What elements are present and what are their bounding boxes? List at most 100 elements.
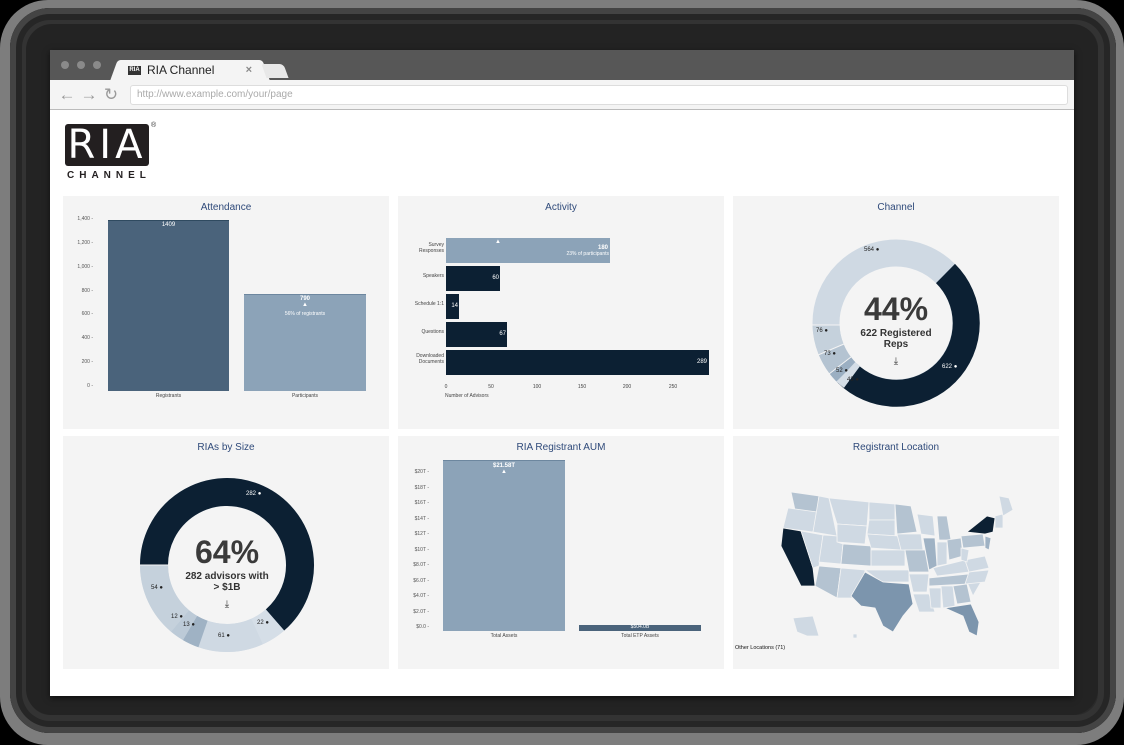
plus-circle-icon[interactable]: ● <box>844 368 848 374</box>
rias-by-size-panel: RIAs by Size 282 ● 22 ● 61 ● 13 ● 12 ● 5… <box>63 436 389 669</box>
window-close-dot[interactable] <box>61 61 69 69</box>
channel-donut-chart[interactable] <box>810 237 982 409</box>
bar-survey-responses[interactable]: ▲ 180 23% of participants <box>446 238 610 263</box>
new-tab-button[interactable] <box>261 64 289 78</box>
donut-percentage: 64% <box>194 534 260 570</box>
panel-title: RIA Registrant AUM <box>516 442 606 453</box>
state-pa <box>960 533 986 549</box>
segment-label[interactable]: 52 ● <box>836 368 848 374</box>
x-label: Participants <box>291 393 319 399</box>
y-tick: $12T - <box>414 531 429 537</box>
close-tab-icon[interactable]: × <box>245 64 252 76</box>
state-nj <box>984 535 992 551</box>
bar-total-etp-assets[interactable]: $504.0B <box>579 624 701 631</box>
y-label: Schedule 1:1 <box>414 301 444 307</box>
plus-circle-icon[interactable]: ● <box>855 377 859 383</box>
window-minimize-dot[interactable] <box>77 61 85 69</box>
state-ms <box>928 587 942 609</box>
bar-questions[interactable]: 67 <box>446 322 507 347</box>
plus-circle-icon[interactable]: ● <box>226 633 230 639</box>
us-choropleth-map[interactable] <box>733 436 1059 669</box>
segment-label[interactable]: 61 ● <box>218 633 230 639</box>
y-tick: $14T - <box>414 516 429 522</box>
state-fl <box>943 603 980 637</box>
browser-toolbar: ← → ↻ http://www.example.com/your/page <box>50 80 1074 110</box>
reload-icon[interactable]: ↻ <box>103 85 119 104</box>
y-tick: $4.0T - <box>413 593 429 599</box>
download-icon[interactable]: ▲ <box>302 302 308 308</box>
bar-downloaded-documents[interactable]: 289 <box>446 350 709 375</box>
y-tick: 0 - <box>87 383 93 389</box>
x-label: Registrants <box>155 393 182 399</box>
segment-label[interactable]: 54 ● <box>151 585 163 591</box>
y-tick: $2.0T - <box>413 609 429 615</box>
x-tick: 150 <box>577 384 587 390</box>
state-ks <box>870 549 906 567</box>
plus-circle-icon[interactable]: ● <box>257 491 262 497</box>
forward-arrow-icon[interactable]: → <box>80 85 98 104</box>
url-input[interactable]: http://www.example.com/your/page <box>130 84 1068 105</box>
state-nd <box>868 501 896 521</box>
segment-label[interactable]: 564 ● <box>864 247 880 253</box>
window-maximize-dot[interactable] <box>93 61 101 69</box>
download-icon[interactable]: ⤓ <box>224 599 230 610</box>
state-ar <box>908 573 930 593</box>
plus-circle-icon[interactable]: ● <box>179 614 183 620</box>
y-tick: 800 - <box>81 288 93 294</box>
bar-value: 790 <box>299 296 310 302</box>
bar-registrants[interactable]: 1409 <box>108 220 229 391</box>
bar-value: 67 <box>499 331 506 337</box>
donut-center-text: 44% 622 Registered Reps ⤓ <box>836 293 956 367</box>
download-icon[interactable]: ▲ <box>501 469 507 475</box>
state-tx <box>850 571 914 633</box>
segment-label[interactable]: 22 ● <box>257 620 269 626</box>
browser-tab[interactable]: RIA RIA Channel × <box>120 60 260 80</box>
plus-circle-icon[interactable]: ● <box>265 620 269 626</box>
segment-label[interactable]: 43 ● <box>847 377 859 383</box>
state-oh <box>946 537 964 561</box>
y-tick: $20T - <box>414 469 429 475</box>
plus-circle-icon[interactable]: ● <box>191 622 195 628</box>
download-icon[interactable]: ⤓ <box>893 356 899 367</box>
bar-value: $504.0B <box>630 624 650 630</box>
segment-label[interactable]: 76 ● <box>816 328 828 334</box>
segment-label[interactable]: 282 ● <box>246 491 262 497</box>
donut-percentage: 44% <box>863 291 929 327</box>
state-nc <box>964 569 990 585</box>
registered-mark: ® <box>151 122 157 129</box>
y-tick: 1,000 - <box>77 264 93 270</box>
rias-donut-chart[interactable] <box>138 476 316 654</box>
state-ny <box>965 515 996 535</box>
registrant-location-panel: Registrant Location <box>733 436 1059 669</box>
segment-label[interactable]: 12 ● <box>171 614 183 620</box>
logo-wordmark: CHANNEL <box>67 170 151 181</box>
plus-circle-icon[interactable]: ● <box>953 364 958 370</box>
bar-speakers[interactable]: 60 <box>446 266 500 291</box>
back-arrow-icon[interactable]: ← <box>58 85 76 104</box>
ria-channel-logo[interactable]: RIA ® CHANNEL <box>65 122 156 181</box>
aum-panel: RIA Registrant AUM $20T - $18T - $16T - … <box>398 436 724 669</box>
y-tick: $8.0T - <box>413 562 429 568</box>
plus-circle-icon[interactable]: ● <box>159 585 163 591</box>
channel-panel: Channel 564 ● 622 ● 76 ● 73 ● 52 ● 43 ● … <box>733 196 1059 429</box>
bar-value: 60 <box>492 275 499 281</box>
download-icon[interactable]: ▲ <box>495 239 501 245</box>
y-label: Downloaded Documents <box>416 353 444 365</box>
panel-title: Attendance <box>200 202 252 213</box>
plus-circle-icon[interactable]: ● <box>824 328 828 334</box>
state-ne <box>866 533 902 551</box>
bar-total-assets[interactable]: $21.58T ▲ <box>443 460 565 631</box>
y-tick: 1,400 - <box>77 216 93 222</box>
bar-participants[interactable]: 790 ▲ 56% of registrants <box>244 294 366 391</box>
state-az <box>814 565 842 599</box>
bar-schedule[interactable]: 14 <box>446 294 459 319</box>
plus-circle-icon[interactable]: ● <box>832 351 836 357</box>
plus-circle-icon[interactable]: ● <box>875 247 880 253</box>
state-wv <box>960 547 970 563</box>
segment-label[interactable]: 13 ● <box>183 622 195 628</box>
x-tick: 200 <box>622 384 632 390</box>
tab-title: RIA Channel <box>147 63 215 77</box>
y-label: Questions <box>421 329 444 335</box>
segment-label[interactable]: 73 ● <box>824 351 836 357</box>
segment-label[interactable]: 622 ● <box>942 364 958 370</box>
